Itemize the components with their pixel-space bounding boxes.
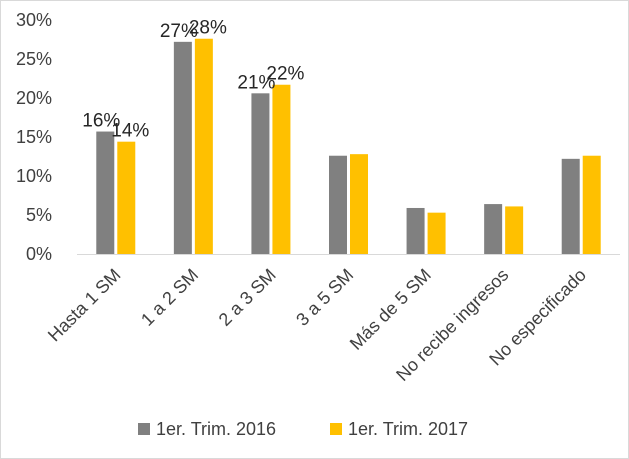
bar-2016 — [329, 155, 347, 254]
bar-2016 — [561, 158, 580, 254]
bars — [96, 38, 601, 255]
bar-2016 — [251, 93, 270, 254]
legend-label: 1er. Trim. 2017 — [348, 419, 468, 439]
y-tick-label: 15% — [16, 127, 52, 147]
y-tick-label: 20% — [16, 88, 52, 108]
bar-2016 — [173, 41, 192, 255]
x-category-label: 2 a 3 SM — [215, 265, 280, 330]
bar-2017 — [272, 84, 291, 255]
bar-2017 — [582, 155, 601, 254]
x-category-label: 3 a 5 SM — [292, 265, 357, 330]
y-tick-label: 5% — [26, 205, 52, 225]
bar-2017 — [117, 141, 136, 254]
data-labels: 16%14% 27%28% 21%22% — [82, 18, 304, 142]
bar-2017 — [505, 206, 524, 254]
y-axis: 0% 5% 10% 15% 20% 25% 30% — [16, 10, 52, 264]
data-label: 14% — [111, 121, 149, 142]
bar-2017 — [427, 212, 446, 254]
y-tick-label: 25% — [16, 49, 52, 69]
data-label: 16% — [82, 111, 120, 132]
data-label: 28% — [189, 18, 227, 39]
bar-2017 — [350, 154, 368, 254]
y-tick-label: 0% — [26, 244, 52, 264]
legend-swatch — [138, 423, 150, 435]
y-tick-label: 10% — [16, 166, 52, 186]
x-category-label: Hasta 1 SM — [44, 265, 125, 346]
legend-label: 1er. Trim. 2016 — [156, 419, 276, 439]
bar-2016 — [484, 204, 503, 254]
bar-2016 — [96, 131, 115, 254]
data-label: 27% — [160, 21, 198, 42]
data-label: 22% — [266, 64, 304, 85]
y-tick-label: 30% — [16, 10, 52, 30]
legend-swatch — [330, 423, 342, 435]
x-category-label: 1 a 2 SM — [137, 265, 202, 330]
data-label: 21% — [237, 72, 275, 93]
bar-2016 — [406, 207, 425, 254]
bar-2017 — [194, 38, 213, 254]
legend: 1er. Trim. 2016 1er. Trim. 2017 — [138, 419, 468, 439]
